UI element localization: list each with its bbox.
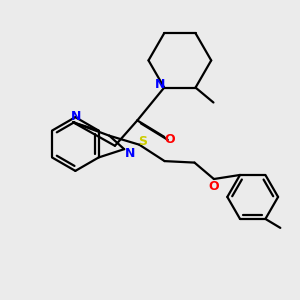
Text: S: S (138, 135, 147, 148)
Text: N: N (154, 78, 165, 91)
Text: N: N (125, 147, 135, 160)
Text: O: O (164, 133, 175, 146)
Text: N: N (71, 110, 81, 123)
Text: O: O (208, 180, 219, 193)
